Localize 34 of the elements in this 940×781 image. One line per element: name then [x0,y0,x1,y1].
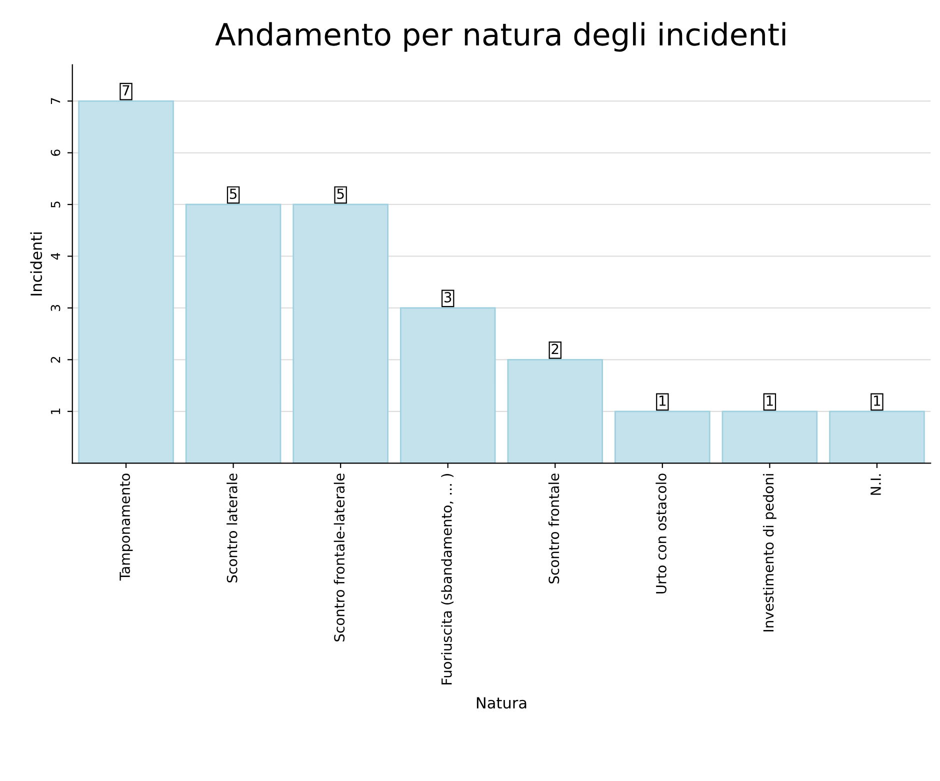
y-tick-label: 5 [50,202,60,208]
x-tick-label: Investimento di pedoni [762,474,776,632]
bar [614,410,710,464]
x-axis-title: Natura [476,697,526,709]
data-label: 1 [874,396,880,406]
x-tick-label: N.I. [870,474,881,495]
data-label: 3 [444,292,452,302]
y-axis-title: Incidenti [30,232,42,296]
bar [78,100,174,464]
x-tick-label: Tamponamento [120,474,133,581]
data-label: 5 [337,188,344,200]
data-label: 1 [766,396,773,406]
x-tick-label: Fuoriuscita (sbandamento, ... ) [441,474,454,684]
bar [722,410,818,464]
y-tick-label: 2 [50,356,60,363]
data-label: 5 [230,188,236,200]
data-label: 7 [122,85,130,96]
bar [185,204,282,464]
x-tick-label: Scontro frontale [548,474,560,584]
x-tick-label: Scontro frontale-laterale [334,474,345,642]
data-label: 1 [660,396,666,406]
y-tick-label: 4 [50,252,60,260]
bar [507,358,604,464]
chart-title: Andamento per natura degli incidenti [215,22,786,52]
y-tick-label: 1 [50,408,60,414]
data-label: 2 [552,344,558,354]
bar [292,204,388,464]
bar [829,410,925,464]
bar [400,307,496,464]
y-tick-label: 6 [50,150,60,156]
x-tick-label: Scontro laterale [226,474,238,582]
y-tick-label: 3 [50,304,60,311]
y-tick-label: 7 [50,98,60,104]
x-tick-label: Urto con ostacolo [656,474,666,594]
